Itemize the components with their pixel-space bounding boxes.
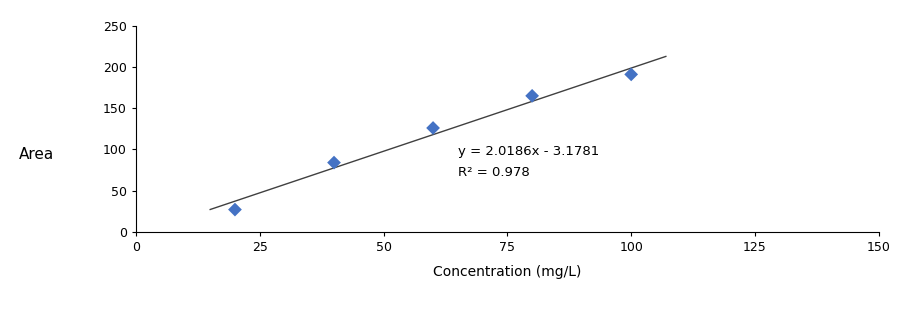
Point <box>426 125 440 130</box>
Text: y = 2.0186x - 3.1781
R² = 0.978: y = 2.0186x - 3.1781 R² = 0.978 <box>458 145 599 179</box>
Text: Area: Area <box>19 147 53 162</box>
X-axis label: Concentration (mg/L): Concentration (mg/L) <box>433 265 582 279</box>
Point <box>624 72 639 77</box>
Point <box>525 93 539 99</box>
Point <box>227 207 242 212</box>
Point <box>327 160 342 165</box>
